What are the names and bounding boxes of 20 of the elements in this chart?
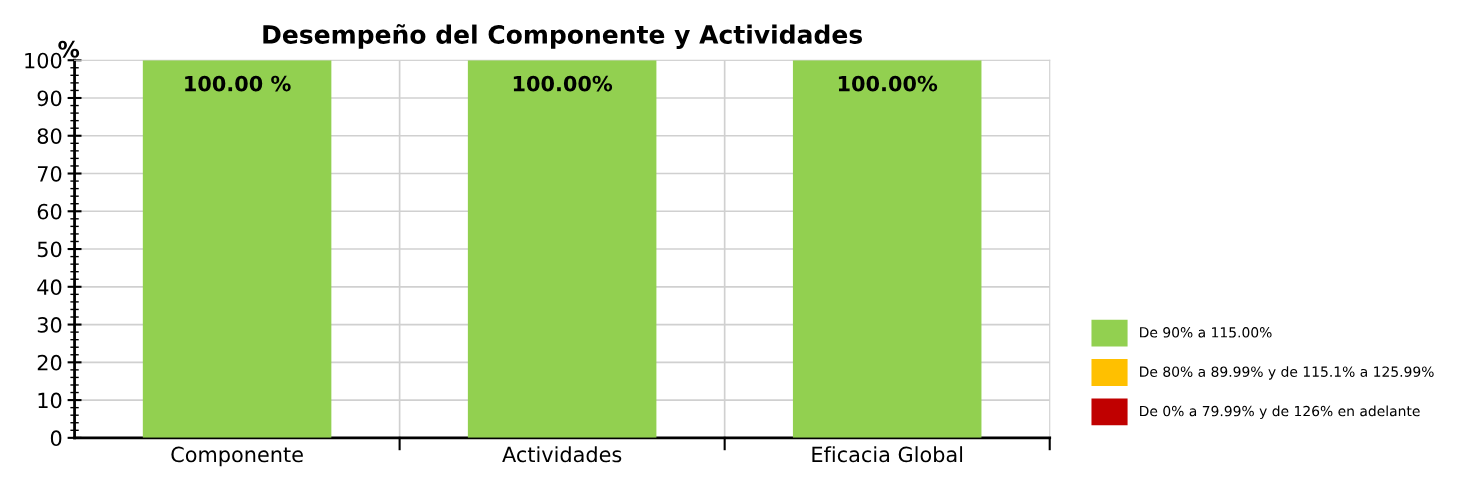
y-tick-label: 10 (38, 392, 62, 409)
y-tick-label: 80 (37, 128, 62, 144)
data-label: 100.00% (513, 75, 613, 92)
legend-label: De 0% a 79.99% y de 126% en adelante (1140, 405, 1420, 419)
x-tick-label: Componente (171, 446, 303, 467)
legend-label: De 80% a 89.99% y de 115.1% a 125.99% (1140, 366, 1434, 380)
y-tick-label: 90 (37, 90, 62, 107)
y-tick-label: 30 (37, 317, 62, 333)
x-tick-label: Eficacia Global (812, 446, 963, 463)
data-label: 100.00 % (185, 75, 291, 92)
y-tick-label: 0 (50, 430, 62, 447)
y-tick-label: 40 (37, 279, 62, 296)
y-tick-label: 50 (37, 241, 62, 258)
chart-title: Desempeño del Componente y Actividades (263, 24, 862, 49)
x-tick-label: Actividades (502, 446, 622, 463)
data-label: 100.00% (838, 75, 938, 92)
legend-label: De 90% a 115.00% (1140, 327, 1272, 338)
y-tick-label: 60 (37, 203, 62, 220)
y-tick-label: 70 (37, 165, 62, 182)
y-tick-label: 20 (37, 354, 62, 371)
